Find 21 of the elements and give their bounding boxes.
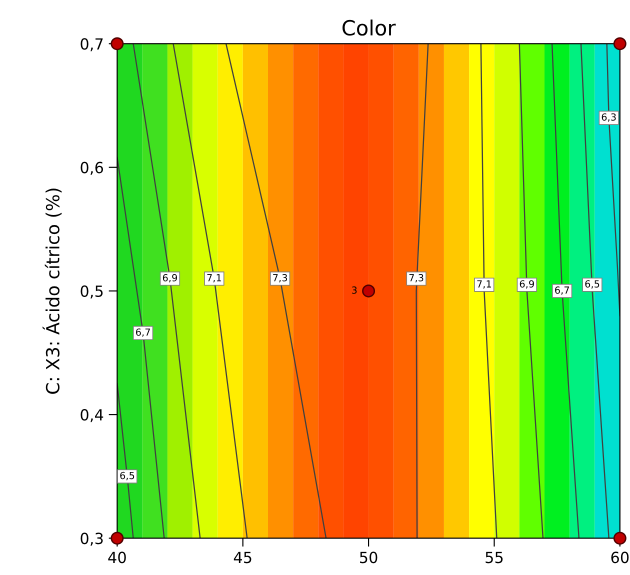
chart-title: Color <box>342 20 396 36</box>
y-axis-title: C: X3: Ácido cítrico (%) <box>42 188 62 394</box>
annotation: 7,3 <box>409 274 424 282</box>
annotation: 6,5 <box>585 280 600 289</box>
annotation: 6,7 <box>555 286 570 295</box>
x-tick-label: 60 <box>611 552 629 564</box>
x-tick-label: 40 <box>108 552 126 564</box>
point <box>362 284 376 298</box>
y-tick-label: 0,5 <box>80 285 103 299</box>
point <box>613 37 626 50</box>
y-tick-label: 0,6 <box>80 162 104 175</box>
annotation: 6,9 <box>520 280 534 289</box>
y-tick-label: 0,3 <box>80 532 103 546</box>
y-tick-label: 0,4 <box>80 409 104 422</box>
x-tick-label: 55 <box>486 552 503 564</box>
annotation: 3 <box>352 286 357 294</box>
x-tick-label: 45 <box>234 552 252 564</box>
annotation: 7,1 <box>477 280 492 289</box>
x-tick-label: 50 <box>360 552 378 564</box>
annotation: 6,7 <box>136 328 150 337</box>
y-tick-label: 0,7 <box>80 38 103 52</box>
